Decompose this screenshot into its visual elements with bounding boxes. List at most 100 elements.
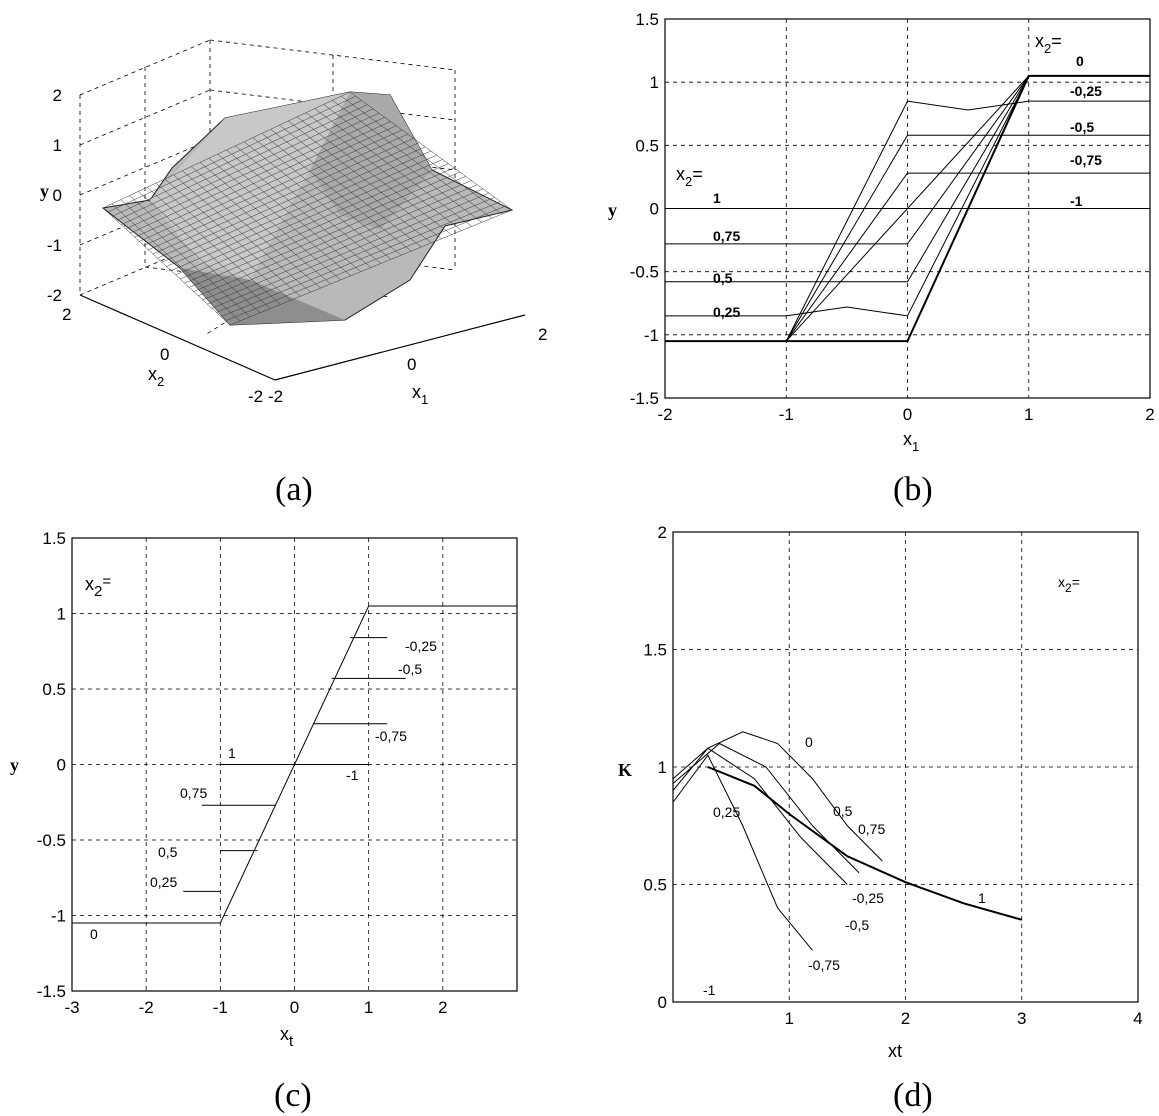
panel-b-ytick-label: -1.5: [630, 389, 659, 408]
panel-a-mesh-line: [180, 163, 449, 280]
panel-b-label: 1: [713, 190, 721, 206]
panel-c-ylabel: y: [10, 755, 19, 775]
panel-c-label: 0,5: [158, 844, 178, 860]
panel-d-y-ticks: 2 1.5 1 0.5 0: [643, 523, 667, 1012]
panel-a-ztick: -1: [47, 236, 62, 255]
panel-c-xtick-label: 1: [364, 998, 373, 1017]
panel-a-mesh-line: [341, 95, 503, 215]
panel-b-ytick-label: 1.5: [635, 10, 659, 29]
panel-b-xtick-label: 1: [1024, 405, 1033, 424]
panel-a-mesh-line: [225, 205, 507, 322]
panel-c-line-chart: 1.5 1 0.5 0 -0.5 -1 -1.5 -3 -2 -1 0 1 2 y xt x2= -0…: [10, 529, 518, 1050]
panel-b-legend-title-right: x2=: [1035, 31, 1062, 56]
panel-b-ytick-label: -1: [644, 326, 659, 345]
panel-a-x1-label: x1: [412, 382, 428, 407]
panel-a-mesh-line: [175, 159, 443, 276]
panel-d-label: 0,75: [858, 821, 885, 837]
panel-a-mesh-line: [288, 120, 442, 239]
panel-c-label: -0,5: [398, 661, 422, 677]
panel-a-mesh-line: [229, 209, 513, 326]
panel-a-mesh-lines: [102, 91, 513, 326]
panel-c-ytick-label: 1.5: [42, 529, 66, 548]
panel-a-mesh-line: [207, 188, 484, 305]
panel-a-mesh-line: [323, 104, 482, 223]
panel-a-mesh-line: [279, 124, 432, 244]
panel-b-xtick-label: -1: [779, 405, 794, 424]
panel-c-ytick-label: -0.5: [37, 831, 66, 850]
panel-a-x1tick: 0: [407, 355, 416, 374]
panel-d-series-line: [672, 731, 883, 862]
panel-b-label: -0,5: [1070, 119, 1094, 135]
panel-a-mesh-line: [189, 171, 461, 288]
panel-b-ytick-label: -0.5: [630, 263, 659, 282]
caption-c: (c): [274, 1077, 312, 1114]
panel-a-mesh-line: [296, 116, 452, 235]
panel-c-legend-title: x2=: [85, 573, 111, 600]
panel-c-plot-frame: [71, 537, 518, 992]
panel-d-label: 0,5: [833, 803, 853, 819]
caption-a: (a): [275, 471, 313, 508]
panel-c-xtick-label: 2: [438, 998, 447, 1017]
panel-a-mesh-line: [198, 180, 472, 296]
panel-a-ztick: 0: [53, 186, 62, 205]
panel-b-series-line: [665, 75, 1150, 283]
caption-d: (d): [893, 1077, 933, 1114]
panel-d-ytick-label: 0.5: [643, 876, 667, 895]
panel-b-label: -1: [1070, 193, 1083, 209]
panel-b-y-ticks: 1.5 1 0.5 0 -0.5 -1 -1.5: [630, 10, 659, 408]
panel-a-mesh-line: [252, 137, 402, 256]
panel-b-ylabel: y: [608, 200, 617, 220]
panel-d-label: 0: [805, 734, 813, 750]
panel-d-xtick-label: 1: [785, 1009, 794, 1028]
panel-c-label: -1: [346, 767, 359, 783]
panel-a-ztick: -2: [47, 286, 62, 305]
panel-a-mesh-line: [305, 112, 462, 231]
panel-a-mesh-line: [270, 129, 422, 248]
panel-c-label: -0,75: [375, 728, 407, 744]
panel-b-label: 0,25: [713, 304, 740, 320]
panel-c-label: 0,75: [180, 785, 207, 801]
panel-c-xtick-label: -2: [139, 998, 154, 1017]
panel-d-series: [672, 731, 1023, 951]
panel-d-series-line: [672, 742, 860, 874]
panel-a-x2tick: -2: [248, 387, 263, 406]
panel-d-ytick-label: 0: [658, 993, 667, 1012]
panel-b-label: -0,25: [1070, 83, 1102, 99]
panel-c-ytick-label: -1.5: [37, 982, 66, 1001]
panel-c-ytick-label: 0: [57, 756, 66, 775]
panel-a-mesh-line: [261, 133, 412, 252]
panel-d-plot-frame: [672, 531, 1139, 1003]
panel-b-label: 0: [1076, 53, 1084, 69]
panel-c-ytick-label: -1: [51, 907, 66, 926]
panel-a-mesh-line: [243, 141, 392, 260]
panel-b-xtick-label: 2: [1145, 405, 1154, 424]
panel-a-x1tick: 2: [538, 325, 547, 344]
panel-c-y-ticks: 1.5 1 0.5 0 -0.5 -1 -1.5: [37, 529, 66, 1001]
panel-a-mesh-line: [202, 184, 478, 301]
panel-a-mesh-line: [332, 100, 493, 219]
panel-d-grid: [673, 532, 1138, 1002]
panel-c-x-ticks: -3 -2 -1 0 1 2: [64, 998, 447, 1017]
caption-b: (b): [893, 471, 933, 508]
panel-d-ytick-label: 2: [658, 523, 667, 542]
panel-c-xtick-label: 0: [290, 998, 299, 1017]
panel-a-ztick: 2: [53, 86, 62, 105]
panel-c-label: 0: [90, 926, 98, 942]
panel-b-label: 0,75: [713, 228, 740, 244]
panel-c-xtick-label: -1: [213, 998, 228, 1017]
panel-d-xlabel: xt: [888, 1041, 902, 1061]
panel-d-legend-title: x2=: [1058, 574, 1080, 595]
panel-d-label: -0,75: [808, 957, 840, 973]
panel-d-xtick-label: 4: [1133, 1009, 1142, 1028]
panel-b-line-chart: 1.510.50-0.5-1-1.5 -2 -1 0 1 2 y x1 x2= x2= …: [608, 10, 1155, 454]
panel-b-xtick-label: 0: [903, 405, 912, 424]
panel-a-mesh-line: [216, 197, 495, 313]
panel-a-mesh-line: [314, 108, 472, 227]
panel-c-xlabel: xt: [280, 1024, 294, 1050]
panel-b-label: 0,5: [713, 270, 733, 286]
panel-b-series: [665, 74, 1150, 343]
panel-a-zlabel: y: [40, 181, 49, 201]
panel-a-mesh-line: [220, 201, 501, 317]
panel-c-ytick-label: 1: [57, 605, 66, 624]
panel-a-surface-plot: 2 1 0 -1 -2 y 2 0 -2 -2 0 2 x2 x1: [40, 39, 547, 407]
